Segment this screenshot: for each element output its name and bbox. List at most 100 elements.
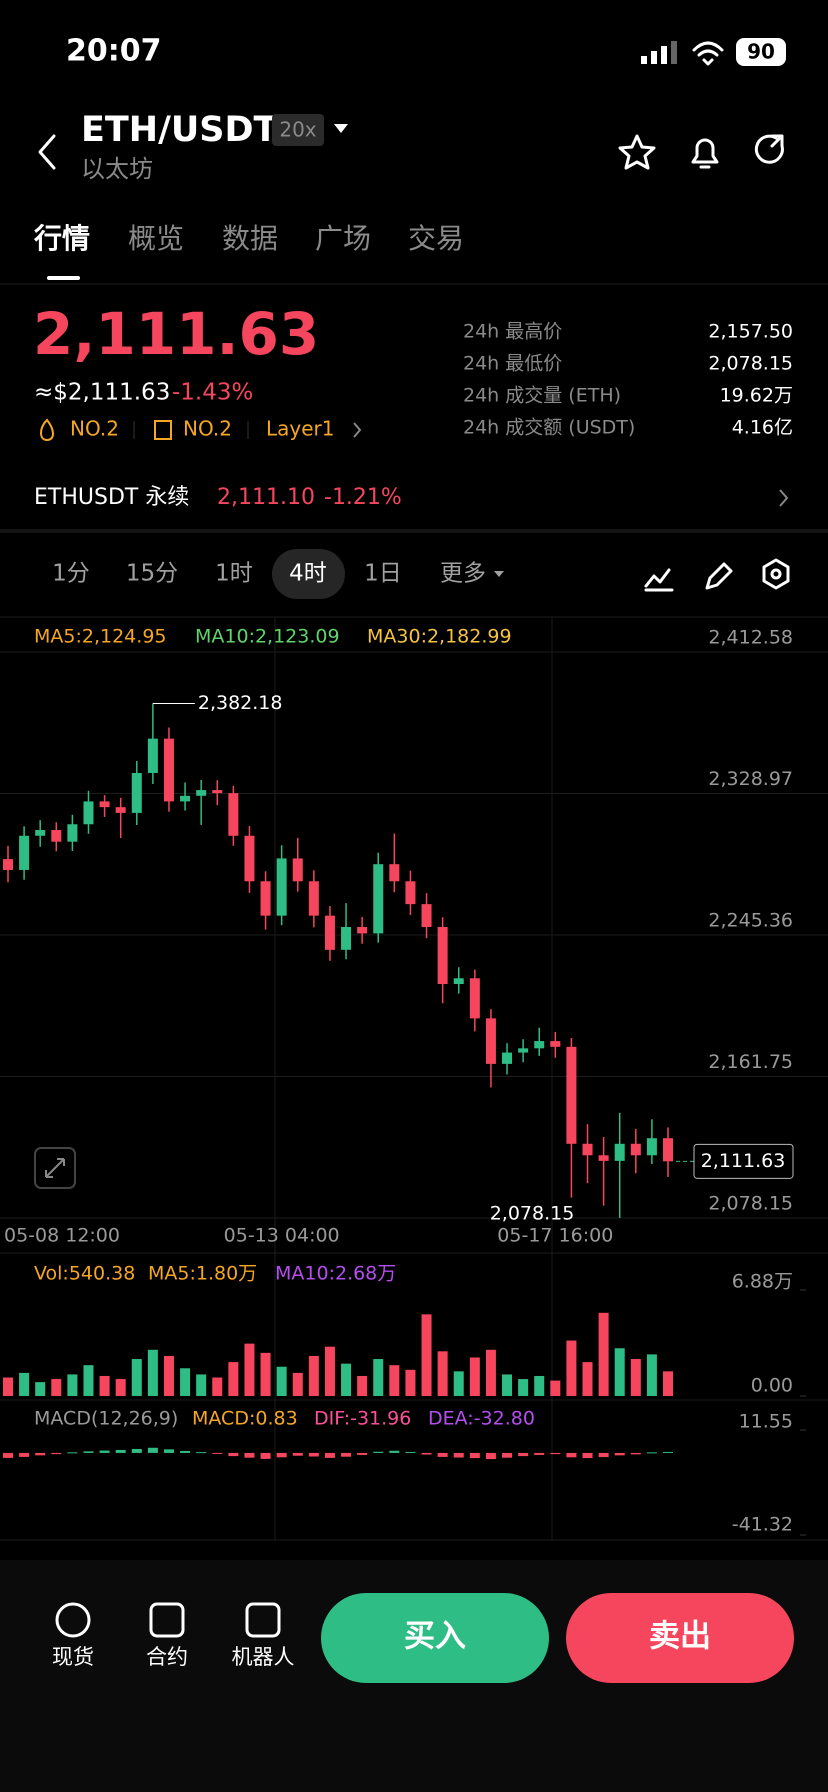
timeframe[interactable]: 1分 xyxy=(52,561,90,587)
bar xyxy=(437,1351,448,1396)
nav-label[interactable]: 机器人 xyxy=(232,1645,295,1669)
bar xyxy=(502,1452,513,1458)
tab[interactable]: 数据 xyxy=(222,222,278,255)
bar xyxy=(308,1355,319,1396)
pair-title: ETH/USDT xyxy=(81,110,278,150)
timeframe[interactable]: 更多 xyxy=(440,561,486,587)
candle-body xyxy=(99,801,110,808)
buy-button[interactable] xyxy=(321,1593,549,1683)
ma-legend: MA5:2,124.95 xyxy=(34,626,167,648)
bar xyxy=(35,1452,46,1456)
bar xyxy=(147,1447,158,1453)
high-annotation: 2,382.18 xyxy=(198,692,283,714)
bar xyxy=(341,1452,352,1457)
timeframe[interactable]: 1日 xyxy=(364,561,402,587)
candle-body xyxy=(630,1143,641,1156)
bar xyxy=(373,1359,384,1396)
candle-body xyxy=(663,1138,673,1162)
bar xyxy=(67,1452,78,1454)
nav-label[interactable]: 合约 xyxy=(146,1645,188,1669)
bar xyxy=(99,1450,110,1453)
stat-value: 2,157.50 xyxy=(708,321,793,343)
expand-button[interactable] xyxy=(34,1147,76,1189)
coin-name: 以太坊 xyxy=(81,155,153,183)
bar xyxy=(582,1362,593,1396)
tab[interactable]: 行情 xyxy=(33,222,90,255)
timeframe[interactable]: 1时 xyxy=(215,561,253,587)
tab[interactable]: 概览 xyxy=(128,222,184,255)
sector-icon xyxy=(154,420,172,440)
nav-label[interactable]: 现货 xyxy=(52,1645,94,1669)
candle-body xyxy=(131,772,142,813)
share-button[interactable] xyxy=(754,134,784,164)
x-tick-label: 05-08 12:00 xyxy=(4,1225,120,1247)
sell-label: 卖出 xyxy=(649,1619,711,1655)
favorite-button[interactable] xyxy=(618,134,656,170)
bar xyxy=(405,1451,416,1453)
dropdown-icon[interactable] xyxy=(334,124,348,133)
y-tick-label: 11.55 xyxy=(739,1411,793,1433)
candle-body xyxy=(276,858,287,916)
bar xyxy=(131,1448,142,1453)
usd-price: ≈$2,111.63 xyxy=(34,380,170,406)
tab[interactable]: 交易 xyxy=(408,222,464,255)
candle-body xyxy=(51,830,62,842)
bar xyxy=(180,1368,191,1396)
alert-button[interactable] xyxy=(691,138,719,169)
stat-value: 2,078.15 xyxy=(708,353,793,375)
divider xyxy=(0,529,828,533)
bar xyxy=(614,1452,625,1456)
panel-legend: MA10:2.68万 xyxy=(275,1263,396,1285)
tab[interactable]: 广场 xyxy=(315,222,371,255)
perp-name[interactable]: ETHUSDT 永续 xyxy=(34,485,189,510)
candle-body xyxy=(115,807,126,813)
bar xyxy=(147,1349,158,1396)
dropdown-icon xyxy=(494,571,504,577)
candle-body xyxy=(614,1143,625,1161)
bar xyxy=(373,1451,384,1453)
bar xyxy=(115,1379,126,1396)
sector-tag[interactable]: Layer1 xyxy=(266,417,335,441)
bar xyxy=(453,1452,464,1458)
settings-button[interactable] xyxy=(770,568,782,580)
stat-label: 24h 成交额 (USDT) xyxy=(463,417,635,439)
candle-body xyxy=(534,1041,545,1049)
timeframe[interactable]: 15分 xyxy=(126,561,178,587)
nav-icon[interactable] xyxy=(149,1602,185,1638)
y-tick-label: -41.32 xyxy=(732,1514,793,1536)
candle-body xyxy=(19,835,30,870)
bar xyxy=(630,1359,641,1396)
candle-body xyxy=(469,978,480,1019)
candle-body xyxy=(421,904,432,927)
bar xyxy=(421,1314,432,1396)
back-button[interactable] xyxy=(38,134,56,170)
bar xyxy=(663,1371,673,1396)
sell-button[interactable] xyxy=(566,1593,794,1683)
bar xyxy=(550,1452,561,1455)
bar xyxy=(163,1449,174,1453)
panel-legend: MA5:1.80万 xyxy=(148,1263,257,1285)
y-tick-label: 0.00 xyxy=(751,1375,793,1397)
nav-icon[interactable] xyxy=(55,1602,91,1638)
candle-body xyxy=(260,881,271,916)
bar xyxy=(3,1377,13,1396)
wifi-icon xyxy=(692,41,724,66)
settings-button[interactable] xyxy=(762,558,790,590)
bar xyxy=(67,1374,78,1396)
y-tick-label: 2,245.36 xyxy=(708,910,793,932)
hot-icon xyxy=(40,418,54,442)
bar xyxy=(405,1369,416,1396)
bar xyxy=(469,1357,480,1396)
bar xyxy=(518,1452,529,1457)
indicator-button[interactable] xyxy=(644,568,674,592)
bar xyxy=(131,1359,142,1396)
nav-icon[interactable] xyxy=(245,1602,281,1638)
y-tick-label: 2,412.58 xyxy=(708,627,793,649)
leverage-badge xyxy=(272,114,324,146)
draw-button[interactable] xyxy=(705,562,733,590)
timeframe[interactable]: 4时 xyxy=(289,561,327,587)
candle-body xyxy=(485,1018,496,1064)
bar xyxy=(502,1374,513,1396)
ma-legend: MA30:2,182.99 xyxy=(367,626,512,648)
bar xyxy=(180,1450,191,1453)
